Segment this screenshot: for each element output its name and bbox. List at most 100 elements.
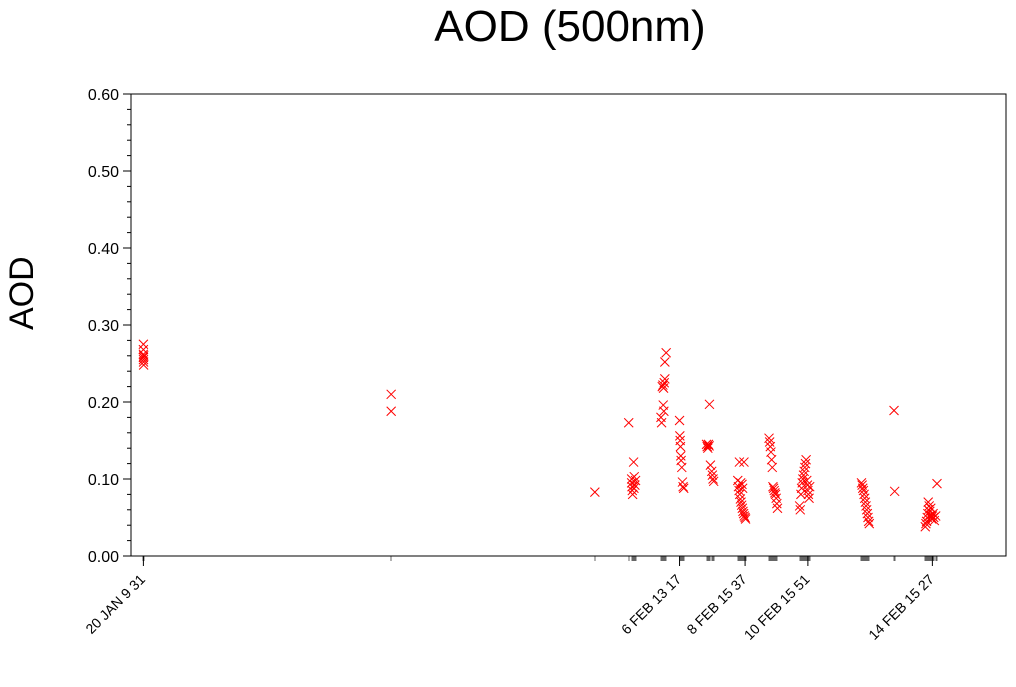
data-point [859,489,869,500]
data-point [701,439,712,450]
data-point [628,457,639,467]
data-point [861,504,872,515]
data-point [629,483,639,494]
y-axis-ticks: 0.00 0.10 0.20 0.30 0.40 0.50 0.60 [88,87,131,566]
data-point [804,481,815,492]
data-point [675,451,686,461]
data-point [801,475,812,486]
data-point [772,503,783,514]
data-point [804,493,814,504]
data-point [857,483,868,494]
data-point [739,511,750,521]
x-tick-label: 10 FEB 15 51 [741,571,813,643]
data-point [863,516,874,527]
data-point [798,470,809,481]
data-point [764,433,774,444]
data-point [677,477,688,487]
data-point [627,489,638,500]
data-point [138,360,149,370]
data-point [659,406,669,417]
data-point [678,481,688,492]
data-point [674,415,685,426]
x-tick-label: 8 FEB 15 37 [683,571,749,637]
data-point [658,380,668,390]
data-point [860,497,871,507]
y-tick-label: 0.20 [88,395,119,412]
data-point [707,470,718,481]
data-point [923,497,934,507]
data-point [661,347,672,358]
data-point [801,454,811,465]
data-point [799,462,810,473]
chart-title: AOD (500nm) [434,2,706,51]
data-point [889,405,899,416]
data-point [708,476,719,487]
data-point [799,466,810,477]
data-point [735,494,746,504]
data-point [766,447,776,457]
data-point [858,485,869,496]
data-point [676,462,687,473]
data-point [660,374,670,384]
data-point [138,352,149,363]
data-point [703,439,714,450]
data-point [386,389,397,400]
data-point [630,475,641,486]
data-point [740,514,751,524]
data-point [706,466,717,477]
x-tick-label: 14 FEB 15 27 [865,571,937,643]
data-point [862,508,873,519]
data-point [702,443,713,454]
data-point [797,477,808,488]
data-point [932,478,942,489]
data-point [386,406,397,417]
data-point [656,417,667,428]
data-point [675,441,686,452]
data-point [737,483,748,494]
data-point [623,417,634,428]
data-point [659,377,670,388]
data-point [630,480,640,491]
y-tick-label: 0.30 [88,318,119,335]
data-point [138,350,149,361]
data-point [930,511,941,521]
x-tick-label: 20 JAN 9 31 [82,571,148,637]
data-point [704,441,714,451]
data-point [708,474,718,484]
data-point [629,471,640,482]
data-point [590,487,600,497]
x-tick-label: 6 FEB 13 17 [618,571,684,637]
data-point [740,512,750,523]
data-point [736,500,747,511]
data-point [736,497,746,507]
data-points [138,339,942,532]
data-point [737,479,747,490]
data-point [739,457,749,467]
data-point [925,503,936,514]
data-point [794,501,805,511]
data-point [864,518,875,529]
data-point [768,481,778,492]
y-tick-label: 0.60 [88,87,119,104]
data-point [921,518,931,529]
data-point [674,431,685,441]
data-point [771,498,782,509]
data-point [767,462,778,473]
data-point [803,489,814,500]
y-tick-label: 0.10 [88,472,119,489]
y-tick-label: 0.40 [88,241,119,258]
data-point [770,489,781,500]
data-point [795,504,806,515]
data-point [764,437,775,447]
y-tick-label: 0.00 [88,549,119,566]
data-point [138,339,149,350]
y-tick-label: 0.50 [88,164,119,181]
data-point [863,512,873,523]
data-point [769,485,780,496]
data-point [734,457,745,467]
data-point [861,501,871,511]
data-point [766,454,777,465]
data-point [889,486,900,497]
data-point [704,399,715,410]
